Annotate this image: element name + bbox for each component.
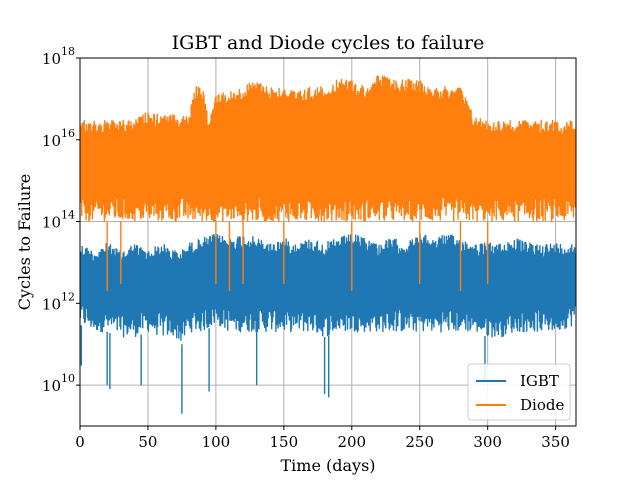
y-tick-label: 10 bbox=[42, 50, 61, 68]
y-tick-exponent: 18 bbox=[61, 45, 75, 58]
legend: IGBT Diode bbox=[467, 363, 571, 421]
y-tick-exponent: 12 bbox=[61, 290, 75, 303]
x-tick-label: 300 bbox=[473, 433, 502, 451]
y-tick-exponent: 14 bbox=[61, 209, 75, 222]
y-tick-label: 10 bbox=[42, 214, 61, 232]
y-tick-exponent: 10 bbox=[61, 372, 75, 385]
series-line-igbt bbox=[80, 233, 576, 414]
y-tick-label: 10 bbox=[42, 377, 61, 395]
x-tick-label: 250 bbox=[405, 433, 434, 451]
y-axis-label: Cycles to Failure bbox=[15, 174, 34, 310]
y-tick-label: 10 bbox=[42, 295, 61, 313]
plot-layer bbox=[80, 75, 576, 414]
legend-label-diode: Diode bbox=[520, 396, 564, 414]
chart-title: IGBT and Diode cycles to failure bbox=[172, 32, 485, 54]
x-tick-label: 50 bbox=[138, 433, 157, 451]
x-tick-label: 350 bbox=[541, 433, 570, 451]
y-tick-exponent: 16 bbox=[61, 127, 75, 140]
x-tick-label: 200 bbox=[337, 433, 366, 451]
x-axis-label: Time (days) bbox=[280, 456, 375, 475]
x-tick-label: 150 bbox=[270, 433, 299, 451]
y-tick-label: 10 bbox=[42, 132, 61, 150]
axes-frame bbox=[79, 57, 577, 427]
series-line-diode bbox=[80, 75, 576, 292]
legend-label-igbt: IGBT bbox=[520, 372, 559, 390]
x-tick-label: 100 bbox=[202, 433, 231, 451]
x-tick-label: 0 bbox=[75, 433, 85, 451]
